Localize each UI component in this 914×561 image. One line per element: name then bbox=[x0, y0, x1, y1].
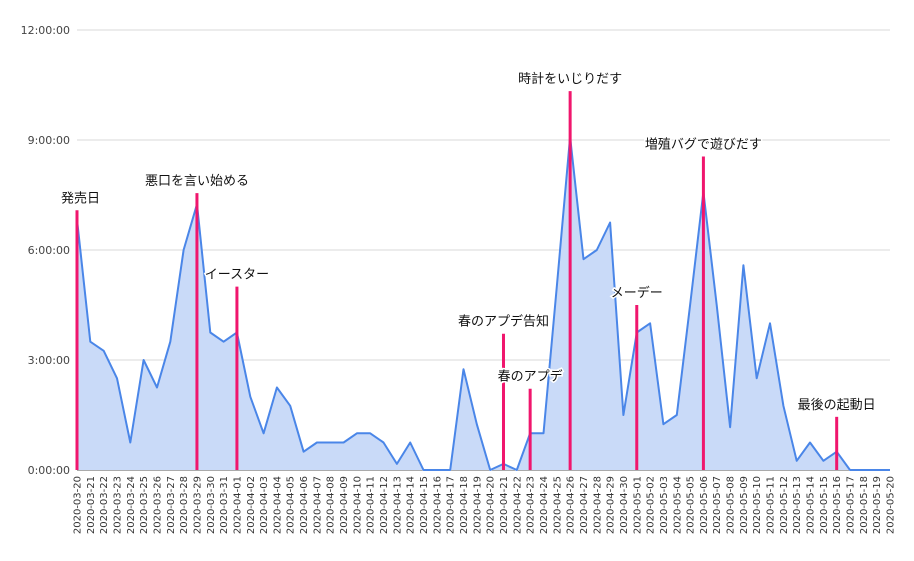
x-tick-label: 2020-03-27 bbox=[166, 476, 177, 534]
x-tick-label: 2020-05-07 bbox=[712, 476, 723, 534]
x-tick-label: 2020-04-22 bbox=[512, 476, 523, 534]
event-annotation: 春のアプデ bbox=[498, 369, 563, 385]
x-tick-label: 2020-04-30 bbox=[619, 476, 630, 534]
x-tick-label: 2020-03-23 bbox=[112, 476, 123, 534]
x-axis: 2020-03-20 2020-03-21 2020-03-22 2020-03-23… bbox=[73, 476, 897, 534]
x-tick-label: 2020-04-07 bbox=[312, 476, 323, 534]
x-tick-label: 2020-03-28 bbox=[179, 476, 190, 534]
x-tick-label: 2020-04-15 bbox=[419, 476, 430, 534]
x-tick-label: 2020-04-01 bbox=[232, 476, 243, 534]
x-tick-label: 2020-03-25 bbox=[139, 476, 150, 534]
x-tick-label: 2020-05-12 bbox=[779, 476, 790, 534]
x-tick-label: 2020-04-11 bbox=[366, 476, 377, 534]
y-tick-label: 9:00:00 bbox=[28, 134, 70, 147]
x-tick-label: 2020-04-10 bbox=[352, 476, 363, 534]
event-annotation: 発売日 bbox=[61, 190, 100, 206]
x-tick-label: 2020-03-30 bbox=[206, 476, 217, 534]
x-tick-label: 2020-04-12 bbox=[379, 476, 390, 534]
x-tick-label: 2020-05-09 bbox=[739, 476, 750, 534]
y-axis: 0:00:00 3:00:00 6:00:00 9:00:00 12:00:00 bbox=[21, 24, 70, 477]
event-annotation: メーデー bbox=[611, 285, 663, 301]
x-tick-label: 2020-04-19 bbox=[472, 476, 483, 534]
x-tick-label: 2020-04-03 bbox=[259, 476, 270, 534]
x-tick-label: 2020-05-10 bbox=[752, 476, 763, 534]
x-tick-label: 2020-05-11 bbox=[766, 476, 777, 534]
series-line bbox=[76, 135, 890, 471]
x-tick-label: 2020-04-28 bbox=[592, 476, 603, 534]
x-tick-label: 2020-04-02 bbox=[246, 476, 257, 534]
x-tick-label: 2020-05-18 bbox=[859, 476, 870, 534]
x-tick-label: 2020-05-14 bbox=[806, 476, 817, 534]
x-tick-label: 2020-05-16 bbox=[832, 476, 843, 534]
x-tick-label: 2020-03-24 bbox=[126, 476, 137, 534]
y-tick-label: 12:00:00 bbox=[21, 24, 70, 37]
x-tick-label: 2020-05-15 bbox=[819, 476, 830, 534]
x-tick-label: 2020-05-05 bbox=[686, 476, 697, 534]
x-tick-label: 2020-05-04 bbox=[672, 476, 683, 534]
event-annotation: 増殖バグで遊びだす bbox=[645, 137, 762, 153]
x-tick-label: 2020-05-19 bbox=[872, 476, 883, 534]
event-annotation: 春のアプデ告知 bbox=[458, 314, 549, 330]
x-tick-label: 2020-04-17 bbox=[446, 476, 457, 534]
y-tick-label: 6:00:00 bbox=[28, 244, 70, 257]
event-annotation: 最後の起動日 bbox=[798, 398, 876, 413]
x-tick-label: 2020-03-29 bbox=[192, 476, 203, 534]
event-annotation: 時計をいじりだす bbox=[518, 71, 622, 87]
x-tick-label: 2020-04-04 bbox=[272, 476, 283, 534]
x-tick-label: 2020-04-16 bbox=[432, 476, 443, 534]
x-tick-label: 2020-04-25 bbox=[552, 476, 563, 534]
x-tick-label: 2020-05-03 bbox=[659, 476, 670, 534]
event-annotation: イースター bbox=[205, 268, 269, 283]
y-tick-label: 0:00:00 bbox=[28, 464, 70, 477]
x-tick-label: 2020-03-26 bbox=[152, 476, 163, 534]
area-fill bbox=[77, 136, 890, 470]
x-tick-label: 2020-05-01 bbox=[632, 476, 643, 534]
x-tick-label: 2020-04-21 bbox=[499, 476, 510, 534]
x-tick-label: 2020-04-06 bbox=[299, 476, 310, 534]
x-tick-label: 2020-05-13 bbox=[792, 476, 803, 534]
x-tick-label: 2020-04-05 bbox=[286, 476, 297, 534]
x-tick-label: 2020-03-22 bbox=[99, 476, 110, 534]
x-tick-label: 2020-04-20 bbox=[486, 476, 497, 534]
x-tick-label: 2020-03-20 bbox=[73, 476, 84, 534]
event-annotation: 悪口を言い始める bbox=[145, 174, 249, 189]
x-tick-label: 2020-04-29 bbox=[606, 476, 617, 534]
x-tick-label: 2020-04-26 bbox=[566, 476, 577, 534]
x-tick-label: 2020-04-24 bbox=[539, 476, 550, 534]
x-tick-label: 2020-03-21 bbox=[86, 476, 97, 534]
x-tick-label: 2020-04-13 bbox=[392, 476, 403, 534]
y-tick-label: 3:00:00 bbox=[28, 354, 70, 367]
x-tick-label: 2020-05-20 bbox=[886, 476, 897, 534]
x-tick-label: 2020-05-06 bbox=[699, 476, 710, 534]
x-tick-label: 2020-04-08 bbox=[326, 476, 337, 534]
x-tick-label: 2020-04-27 bbox=[579, 476, 590, 534]
x-tick-label: 2020-05-02 bbox=[646, 476, 657, 534]
x-tick-label: 2020-04-18 bbox=[459, 476, 470, 534]
x-tick-label: 2020-05-17 bbox=[846, 476, 857, 534]
x-tick-label: 2020-03-31 bbox=[219, 476, 230, 534]
x-tick-label: 2020-04-14 bbox=[406, 476, 417, 534]
x-tick-label: 2020-04-09 bbox=[339, 476, 350, 534]
x-tick-label: 2020-05-08 bbox=[726, 476, 737, 534]
x-tick-label: 2020-04-23 bbox=[526, 476, 537, 534]
